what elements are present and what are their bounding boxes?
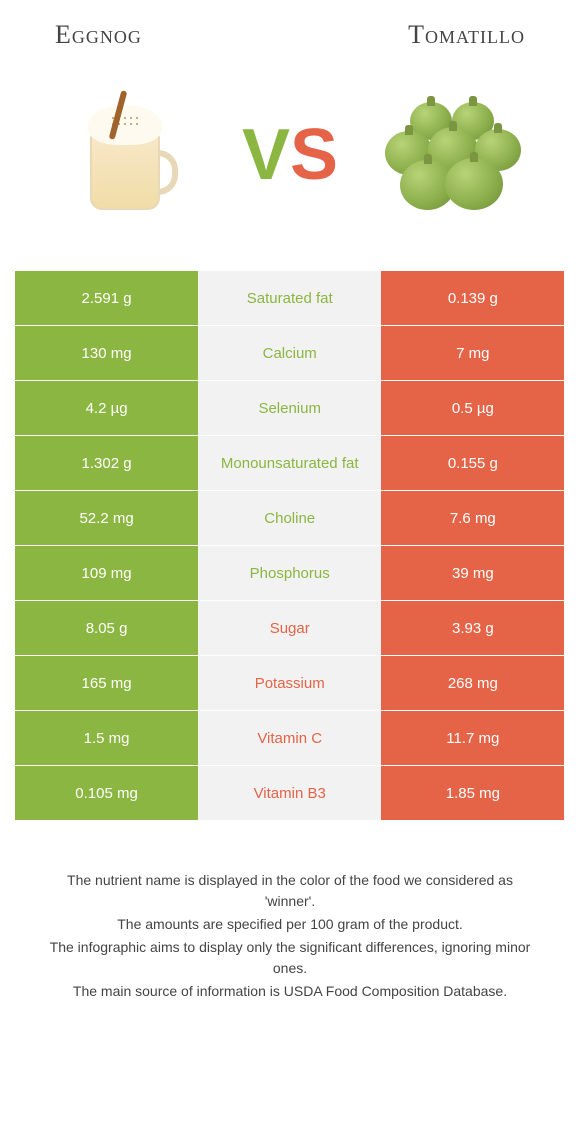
table-row: 8.05 gSugar3.93 g xyxy=(15,600,565,655)
table-row: 0.105 mgVitamin B31.85 mg xyxy=(15,765,565,820)
footer-line: The nutrient name is displayed in the co… xyxy=(40,870,540,912)
nutrient-name-cell: Saturated fat xyxy=(198,271,381,325)
left-value-cell: 52.2 mg xyxy=(15,491,198,545)
images-row: VS xyxy=(15,65,565,245)
table-row: 2.591 gSaturated fat0.139 g xyxy=(15,270,565,325)
nutrient-name-cell: Vitamin B3 xyxy=(198,766,381,820)
right-value-cell: 0.139 g xyxy=(381,271,564,325)
footer-line: The main source of information is USDA F… xyxy=(40,981,540,1002)
eggnog-image xyxy=(45,75,205,235)
table-row: 52.2 mgCholine7.6 mg xyxy=(15,490,565,545)
vs-label: VS xyxy=(242,114,338,196)
comparison-table: 2.591 gSaturated fat0.139 g130 mgCalcium… xyxy=(15,270,565,820)
right-value-cell: 0.155 g xyxy=(381,436,564,490)
table-row: 4.2 µgSelenium0.5 µg xyxy=(15,380,565,435)
vs-s-letter: S xyxy=(290,115,338,195)
right-value-cell: 39 mg xyxy=(381,546,564,600)
tomatillo-image xyxy=(375,75,535,235)
left-value-cell: 1.302 g xyxy=(15,436,198,490)
footer-line: The amounts are specified per 100 gram o… xyxy=(40,914,540,935)
right-value-cell: 0.5 µg xyxy=(381,381,564,435)
left-food-title: Eggnog xyxy=(55,20,142,50)
nutrient-name-cell: Choline xyxy=(198,491,381,545)
footer-notes: The nutrient name is displayed in the co… xyxy=(15,870,565,1002)
right-value-cell: 268 mg xyxy=(381,656,564,710)
nutrient-name-cell: Potassium xyxy=(198,656,381,710)
table-row: 1.5 mgVitamin C11.7 mg xyxy=(15,710,565,765)
vs-v-letter: V xyxy=(242,115,290,195)
table-row: 1.302 gMonounsaturated fat0.155 g xyxy=(15,435,565,490)
right-value-cell: 7 mg xyxy=(381,326,564,380)
nutrient-name-cell: Selenium xyxy=(198,381,381,435)
header: Eggnog Tomatillo xyxy=(15,20,565,50)
right-food-title: Tomatillo xyxy=(408,20,525,50)
left-value-cell: 1.5 mg xyxy=(15,711,198,765)
nutrient-name-cell: Calcium xyxy=(198,326,381,380)
nutrient-name-cell: Monounsaturated fat xyxy=(198,436,381,490)
footer-line: The infographic aims to display only the… xyxy=(40,937,540,979)
left-value-cell: 8.05 g xyxy=(15,601,198,655)
left-value-cell: 165 mg xyxy=(15,656,198,710)
left-value-cell: 130 mg xyxy=(15,326,198,380)
left-value-cell: 2.591 g xyxy=(15,271,198,325)
right-value-cell: 1.85 mg xyxy=(381,766,564,820)
table-row: 130 mgCalcium7 mg xyxy=(15,325,565,380)
left-value-cell: 0.105 mg xyxy=(15,766,198,820)
left-value-cell: 109 mg xyxy=(15,546,198,600)
right-value-cell: 11.7 mg xyxy=(381,711,564,765)
right-value-cell: 7.6 mg xyxy=(381,491,564,545)
left-value-cell: 4.2 µg xyxy=(15,381,198,435)
nutrient-name-cell: Vitamin C xyxy=(198,711,381,765)
table-row: 109 mgPhosphorus39 mg xyxy=(15,545,565,600)
right-value-cell: 3.93 g xyxy=(381,601,564,655)
nutrient-name-cell: Phosphorus xyxy=(198,546,381,600)
nutrient-name-cell: Sugar xyxy=(198,601,381,655)
table-row: 165 mgPotassium268 mg xyxy=(15,655,565,710)
